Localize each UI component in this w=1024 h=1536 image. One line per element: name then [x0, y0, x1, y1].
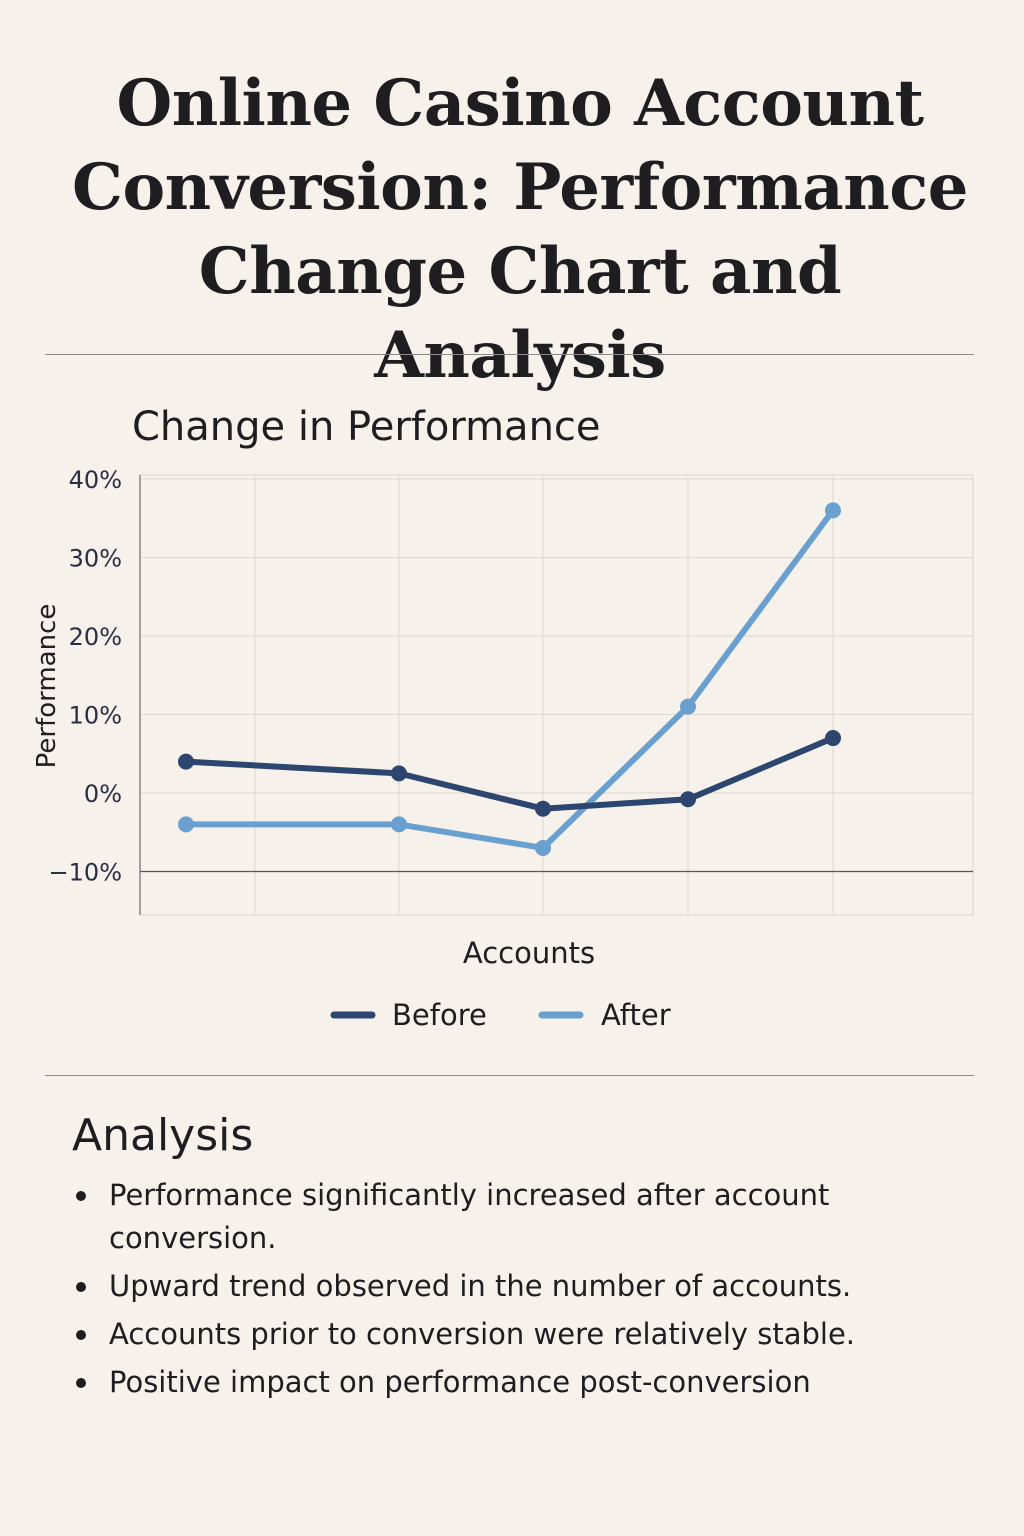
y-tick-label: 30%: [69, 545, 122, 573]
series-line-after: [183, 507, 836, 851]
y-tick-label: 40%: [69, 466, 122, 494]
bottom-divider: [45, 1075, 974, 1076]
y-axis-title: Performance: [32, 604, 62, 769]
series-line-before: [183, 735, 836, 812]
data-point-after: [178, 816, 194, 833]
y-tick-label: 0%: [84, 780, 122, 808]
data-point-after: [825, 502, 841, 519]
data-point-before: [178, 753, 194, 770]
data-point-before: [535, 800, 551, 817]
data-point-after: [391, 816, 407, 833]
x-axis-title: Accounts: [463, 936, 595, 970]
data-point-after: [535, 839, 551, 856]
legend-label: After: [601, 998, 671, 1032]
y-tick-label: 20%: [69, 623, 122, 651]
performance-chart: Change in Performance 40% 30% 20% 10% 0% −10%…: [32, 404, 974, 1032]
page-title-line: Conversion: Performance: [72, 150, 968, 225]
chart-grid: [139, 474, 974, 916]
data-point-after: [680, 698, 696, 715]
top-divider: [45, 354, 974, 355]
y-tick-label: 10%: [69, 702, 122, 730]
chart-axes: 40% 30% 20% 10% 0% −10% Performance Accounts: [32, 466, 595, 970]
y-tick-label: −10%: [49, 859, 122, 887]
analysis-bullet: Accounts prior to conversion were relati…: [72, 1313, 952, 1356]
page-title-line: Online Casino Account: [116, 66, 924, 141]
analysis-bullet: Upward trend observed in the number of a…: [72, 1265, 952, 1308]
chart-series: [178, 502, 841, 856]
analysis-bullet: Performance significantly increased afte…: [72, 1174, 952, 1260]
data-point-before: [391, 765, 407, 782]
page-title: Online Casino Account Conversion: Perfor…: [60, 62, 980, 398]
analysis-heading: Analysis: [72, 1110, 254, 1161]
page-title-line: Change Chart and Analysis: [198, 234, 842, 393]
legend-label: Before: [392, 998, 487, 1032]
data-point-before: [680, 791, 696, 808]
plot-frame: [139, 474, 974, 916]
analysis-list: Performance significantly increased afte…: [72, 1174, 952, 1409]
data-point-before: [825, 730, 841, 747]
chart-title: Change in Performance: [132, 404, 601, 450]
analysis-bullet: Positive impact on performance post-conv…: [72, 1361, 952, 1404]
chart-legend: Before After: [330, 998, 671, 1032]
